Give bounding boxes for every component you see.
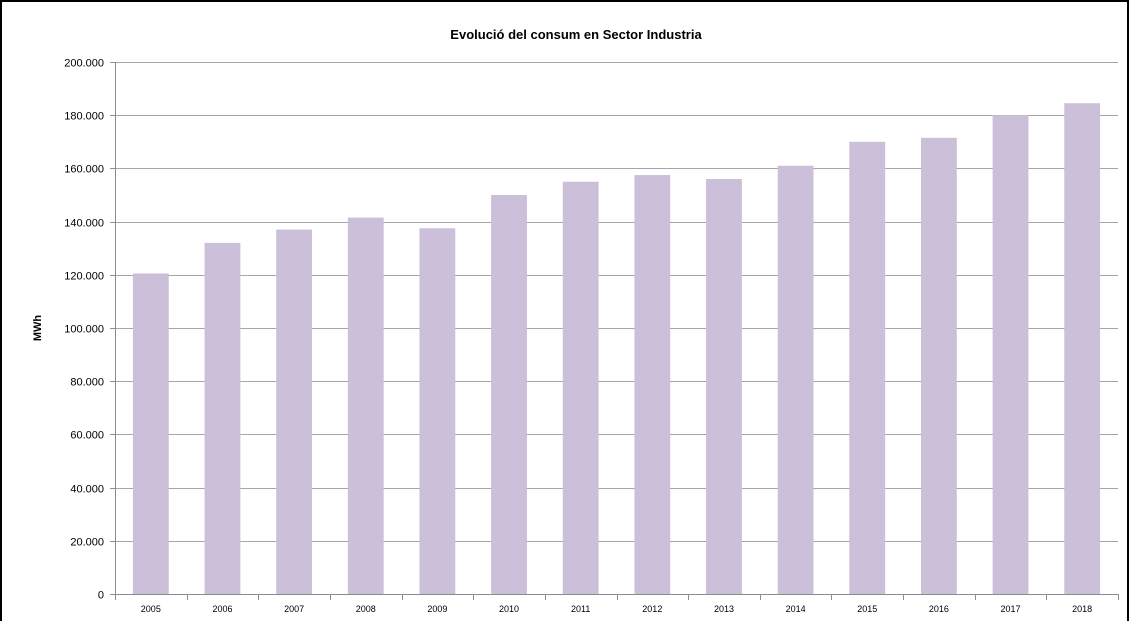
tick-labels: 0 20.000 40.000 60.000 80.000 100.000 120.000 1…	[64, 58, 1092, 615]
gridlines	[115, 62, 1118, 542]
bar-2005	[132, 273, 169, 594]
x-tick-label: 2010	[499, 604, 519, 614]
bars	[132, 103, 1101, 595]
bar-2016	[920, 137, 957, 594]
bar-2018	[1064, 103, 1101, 594]
y-tick-label: 40.000	[70, 484, 104, 496]
x-tick-label: 2018	[1072, 604, 1092, 614]
y-tick-label: 20.000	[70, 537, 104, 549]
x-tick-label: 2011	[571, 604, 590, 614]
y-axis-title: MWh	[32, 315, 44, 342]
y-tick-label: 140.000	[64, 218, 104, 230]
bar-2010	[491, 195, 527, 594]
y-tick-label: 60.000	[70, 430, 104, 442]
x-tick-label: 2017	[1001, 604, 1021, 614]
y-tick-label: 0	[98, 590, 104, 602]
x-tick-label: 2013	[714, 604, 734, 614]
bar-2014	[777, 165, 814, 595]
bar-2009	[419, 228, 456, 594]
bar-2017	[992, 115, 1029, 594]
x-tick-label: 2007	[284, 604, 304, 614]
x-tick-label: 2012	[642, 604, 662, 614]
bar-2015	[849, 141, 886, 595]
chart-title: Evolució del consum en Sector Industria	[450, 27, 702, 42]
y-tick-label: 80.000	[70, 377, 104, 389]
y-tick-label: 120.000	[64, 271, 104, 283]
x-tick-label: 2014	[786, 604, 806, 614]
bar-2011	[562, 181, 599, 594]
y-tick-label: 100.000	[64, 324, 104, 336]
bar-2008	[347, 217, 384, 595]
y-tick-label: 160.000	[64, 164, 104, 176]
x-tick-label: 2009	[427, 604, 447, 614]
x-tick-label: 2006	[212, 604, 232, 614]
bar-2007	[276, 229, 313, 594]
y-tick-label: 200.000	[64, 58, 104, 70]
x-tick-label: 2016	[929, 604, 949, 614]
x-tick-label: 2008	[356, 604, 376, 614]
bar-2012	[634, 175, 671, 595]
x-tick-label: 2005	[141, 604, 161, 614]
bar-2013	[706, 179, 742, 595]
axes	[110, 62, 1119, 600]
bar-2006	[204, 242, 241, 594]
x-tick-label: 2015	[857, 604, 877, 614]
y-tick-label: 180.000	[64, 111, 104, 123]
